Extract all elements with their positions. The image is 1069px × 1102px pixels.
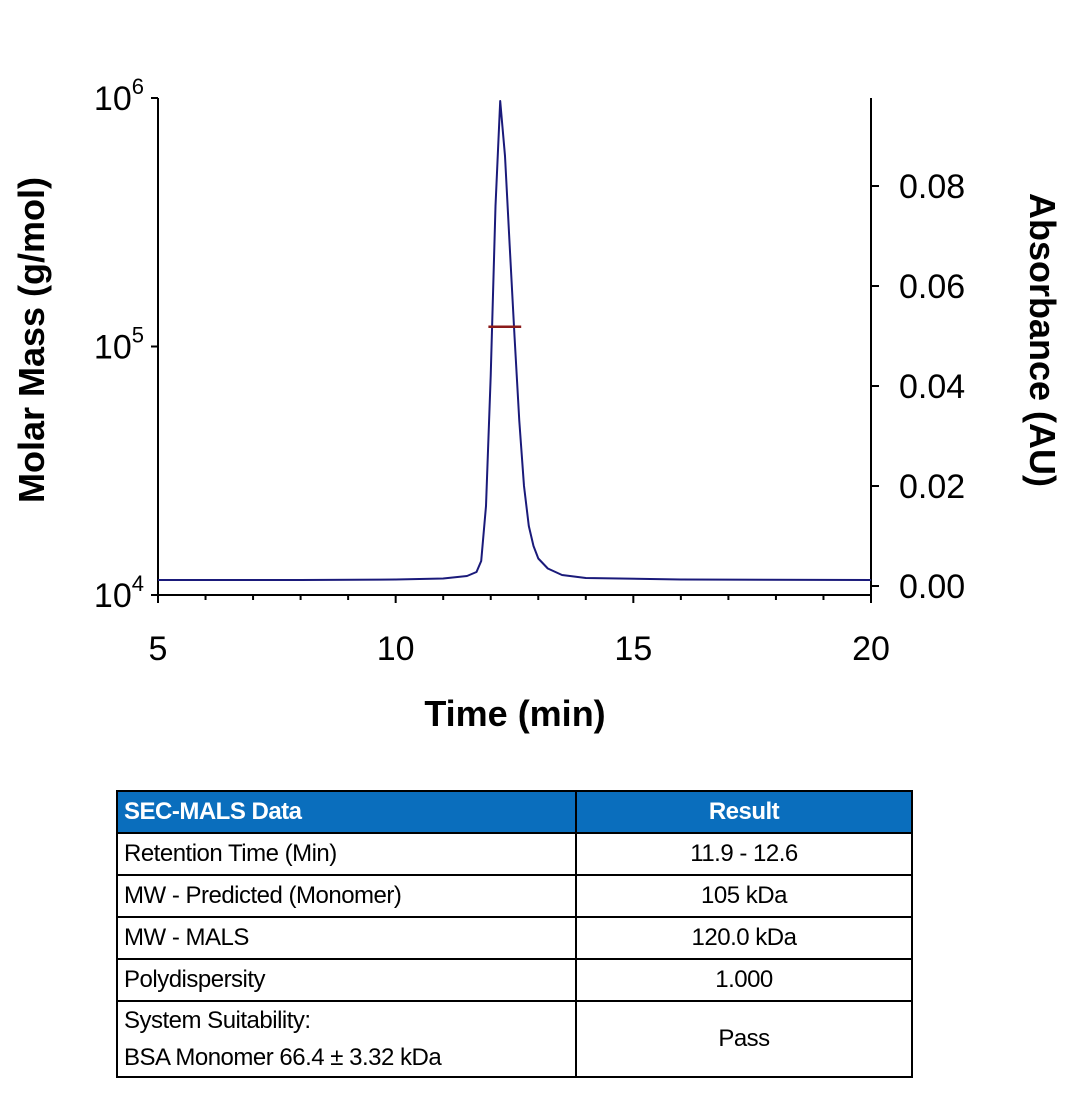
y-tick-base: 10 (94, 577, 132, 615)
table-header: SEC-MALS Data (116, 790, 577, 834)
x-tick-label: 5 (149, 630, 168, 668)
y-tick-exponent: 6 (132, 74, 144, 99)
x-axis-title: Time (min) (424, 693, 605, 734)
y-tick-label: 104 (94, 571, 144, 615)
table-row: System Suitability: BSA Monomer 66.4 ± 3.… (116, 1000, 913, 1078)
y2-tick-label: 0.04 (899, 368, 965, 406)
y2-tick-label: 0.08 (899, 168, 965, 206)
x-tick-label: 15 (614, 630, 652, 668)
row-value: 120.0 kDa (575, 916, 913, 960)
row-label: MW - Predicted (Monomer) (116, 874, 577, 918)
table-row: MW - MALS 120.0 kDa (116, 916, 913, 960)
row-label: Polydispersity (116, 958, 577, 1002)
y2-tick-label: 0.06 (899, 268, 965, 306)
y2-tick-label: 0.00 (899, 568, 965, 606)
sec-mals-table: SEC-MALS Data Result Retention Time (Min… (116, 790, 913, 1078)
table-row: Retention Time (Min) 11.9 - 12.6 (116, 832, 913, 876)
row-label: MW - MALS (116, 916, 577, 960)
table-row: Polydispersity 1.000 (116, 958, 913, 1002)
row-value: 1.000 (575, 958, 913, 1002)
row-label-line: System Suitability: (124, 1007, 311, 1034)
x-tick-label: 20 (852, 630, 890, 668)
x-tick-label: 10 (377, 630, 415, 668)
y-tick-base: 10 (94, 329, 132, 367)
row-value: 105 kDa (575, 874, 913, 918)
table-header-row: SEC-MALS Data Result (116, 790, 913, 834)
row-label: Retention Time (Min) (116, 832, 577, 876)
row-label: System Suitability: BSA Monomer 66.4 ± 3.… (116, 1000, 577, 1078)
table-header: Result (575, 790, 913, 834)
y-tick-label: 105 (94, 323, 144, 367)
y-tick-exponent: 5 (132, 323, 144, 348)
row-label-line: BSA Monomer 66.4 ± 3.32 kDa (124, 1044, 442, 1071)
y2-tick-label: 0.02 (899, 468, 965, 506)
row-value: 11.9 - 12.6 (575, 832, 913, 876)
y-tick-exponent: 4 (132, 571, 144, 596)
y-axis-title: Molar Mass (g/mol) (11, 177, 52, 503)
absorbance-trace (158, 100, 872, 581)
y-tick-label: 106 (94, 74, 144, 118)
table-row: MW - Predicted (Monomer) 105 kDa (116, 874, 913, 918)
row-value: Pass (575, 1000, 913, 1078)
y2-axis-title: Absorbance (AU) (1022, 193, 1063, 487)
y-tick-base: 10 (94, 80, 132, 118)
